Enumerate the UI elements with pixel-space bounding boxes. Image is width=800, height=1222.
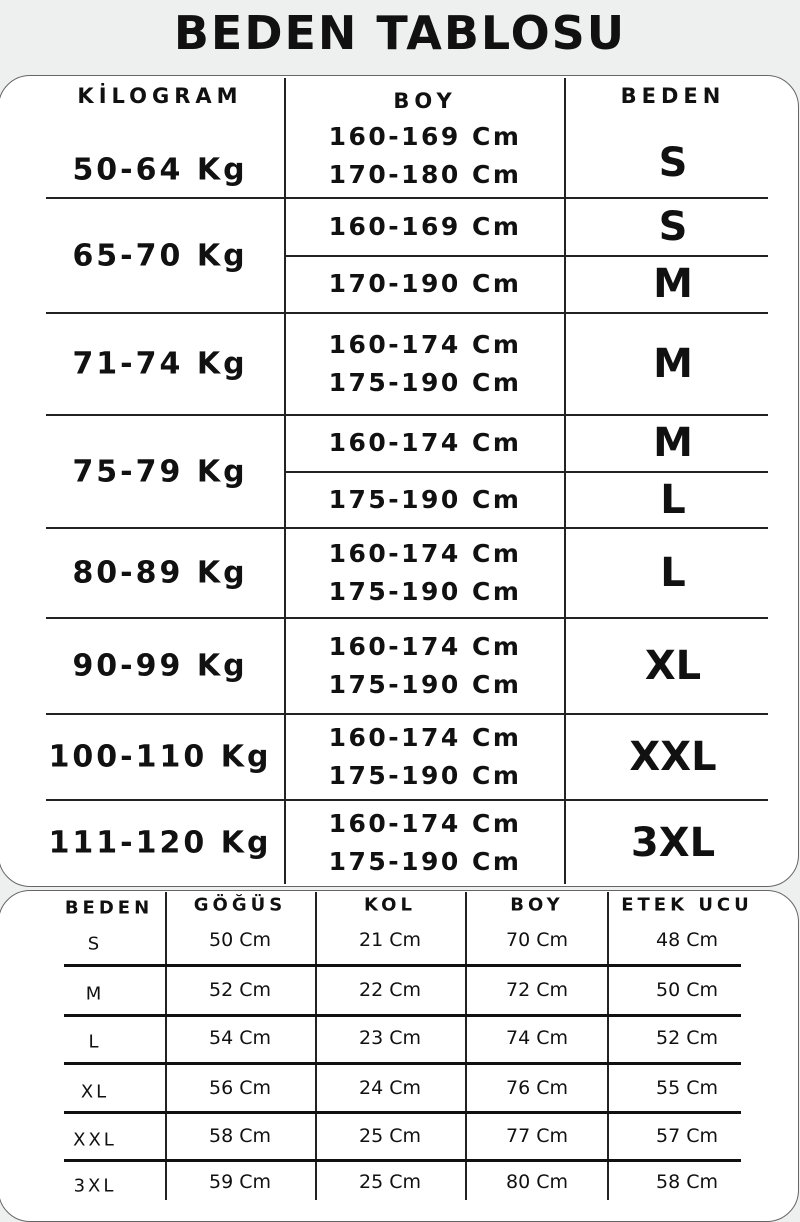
row-divider bbox=[46, 197, 768, 199]
measurement-table bbox=[0, 890, 799, 1222]
row-divider bbox=[64, 964, 741, 967]
header-boy: BOY bbox=[393, 89, 457, 113]
height-range: 170-180 Cm bbox=[328, 160, 522, 189]
page-title: BEDEN TABLOSU bbox=[173, 6, 627, 60]
weight-height-size-table bbox=[0, 75, 799, 887]
header-beden: BEDEN bbox=[620, 84, 726, 108]
kg-range: 80-89 Kg bbox=[72, 555, 248, 591]
kg-range: 90-99 Kg bbox=[72, 648, 248, 684]
row-divider bbox=[46, 527, 768, 529]
measurement-value: 25 Cm bbox=[359, 1171, 421, 1193]
size-label: XL bbox=[644, 643, 702, 689]
measurement-value: 54 Cm bbox=[209, 1027, 271, 1049]
kg-range: 65-70 Kg bbox=[72, 238, 248, 273]
height-range: 160-174 Cm bbox=[328, 808, 522, 838]
kg-range: 75-79 Kg bbox=[72, 454, 248, 489]
column-divider bbox=[165, 892, 167, 1200]
measurement-value: 55 Cm bbox=[656, 1077, 718, 1099]
height-range: 160-174 Cm bbox=[328, 428, 522, 458]
measurement-value: 50 Cm bbox=[209, 929, 271, 951]
height-range: 175-190 Cm bbox=[328, 577, 522, 606]
size-label: L bbox=[88, 1031, 102, 1053]
measurement-value: 48 Cm bbox=[656, 929, 718, 951]
size-label: L bbox=[660, 476, 686, 523]
row-divider bbox=[64, 1062, 741, 1065]
height-range: 160-169 Cm bbox=[328, 211, 522, 241]
row-divider bbox=[46, 617, 768, 619]
measurement-value: 58 Cm bbox=[209, 1125, 271, 1147]
row-divider bbox=[64, 1159, 741, 1162]
measurement-value: 59 Cm bbox=[209, 1171, 271, 1193]
header-kol: KOL bbox=[364, 894, 416, 916]
header-kilogram: KİLOGRAM bbox=[77, 84, 243, 108]
measurement-value: 52 Cm bbox=[656, 1027, 718, 1049]
measurement-value: 76 Cm bbox=[506, 1077, 568, 1099]
kg-range: 111-120 Kg bbox=[48, 825, 272, 860]
height-range: 175-190 Cm bbox=[328, 846, 522, 876]
size-label: S bbox=[658, 203, 688, 250]
height-range: 175-190 Cm bbox=[328, 670, 522, 699]
measurement-value: 24 Cm bbox=[359, 1077, 421, 1099]
height-range: 160-169 Cm bbox=[328, 122, 522, 151]
sub-row-divider bbox=[285, 254, 768, 257]
height-range: 160-174 Cm bbox=[328, 539, 522, 568]
size-label: XL bbox=[80, 1081, 110, 1103]
measurement-value: 23 Cm bbox=[359, 1027, 421, 1049]
header-beden: BEDEN bbox=[64, 897, 154, 919]
measurement-value: 22 Cm bbox=[359, 979, 421, 1001]
kg-range: 100-110 Kg bbox=[48, 739, 272, 775]
measurement-value: 80 Cm bbox=[506, 1171, 568, 1193]
header-göğüs: GÖĞÜS bbox=[193, 894, 287, 916]
measurement-value: 74 Cm bbox=[506, 1027, 568, 1049]
measurement-value: 72 Cm bbox=[506, 979, 568, 1001]
measurement-value: 21 Cm bbox=[359, 929, 421, 951]
measurement-value: 50 Cm bbox=[656, 979, 718, 1001]
column-divider bbox=[315, 892, 317, 1200]
column-divider bbox=[607, 892, 609, 1200]
size-label: XXL bbox=[629, 734, 717, 780]
measurement-value: 56 Cm bbox=[209, 1077, 271, 1099]
kg-range: 50-64 Kg bbox=[72, 152, 248, 188]
height-range: 175-190 Cm bbox=[328, 368, 522, 397]
size-label: M bbox=[653, 420, 693, 467]
column-divider bbox=[284, 78, 286, 884]
size-label: 3XL bbox=[73, 1175, 117, 1197]
row-divider bbox=[46, 713, 768, 715]
measurement-value: 25 Cm bbox=[359, 1125, 421, 1147]
size-label: S bbox=[658, 140, 688, 186]
column-divider bbox=[465, 892, 467, 1200]
row-divider bbox=[46, 312, 768, 314]
size-label: M bbox=[653, 261, 693, 308]
row-divider bbox=[46, 799, 768, 801]
height-range: 170-190 Cm bbox=[328, 269, 522, 299]
size-label: L bbox=[660, 550, 686, 596]
size-label: M bbox=[85, 983, 105, 1005]
size-label: M bbox=[653, 341, 693, 387]
column-divider bbox=[564, 78, 566, 884]
measurement-value: 77 Cm bbox=[506, 1125, 568, 1147]
row-divider bbox=[46, 414, 768, 416]
height-range: 160-174 Cm bbox=[328, 723, 522, 752]
height-range: 160-174 Cm bbox=[328, 330, 522, 359]
measurement-value: 58 Cm bbox=[656, 1171, 718, 1193]
measurement-value: 70 Cm bbox=[506, 929, 568, 951]
header-etek-ucu: ETEK UCU bbox=[621, 894, 753, 916]
height-range: 175-190 Cm bbox=[328, 761, 522, 790]
kg-range: 71-74 Kg bbox=[72, 346, 248, 382]
height-range: 175-190 Cm bbox=[328, 484, 522, 514]
row-divider bbox=[64, 1014, 741, 1017]
sub-row-divider bbox=[285, 470, 768, 473]
row-divider bbox=[64, 1111, 741, 1114]
size-label: XXL bbox=[73, 1129, 117, 1151]
size-label: S bbox=[87, 933, 103, 955]
size-label: 3XL bbox=[630, 819, 716, 866]
measurement-value: 52 Cm bbox=[209, 979, 271, 1001]
header-boy: BOY bbox=[510, 894, 564, 916]
height-range: 160-174 Cm bbox=[328, 632, 522, 661]
measurement-value: 57 Cm bbox=[656, 1125, 718, 1147]
